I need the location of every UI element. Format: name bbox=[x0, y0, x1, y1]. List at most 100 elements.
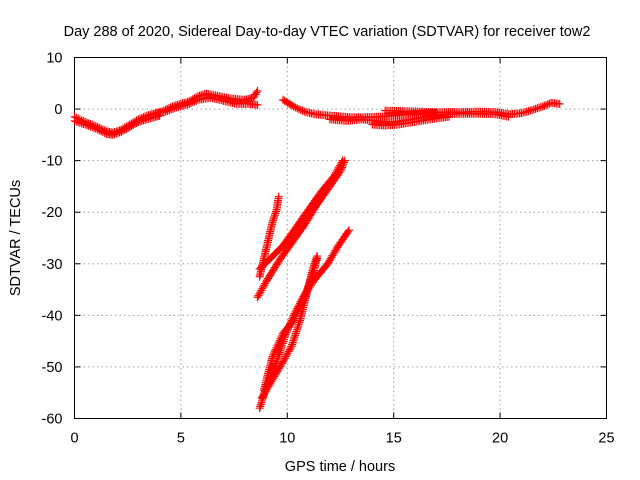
data-point bbox=[296, 105, 305, 114]
data-point bbox=[327, 253, 336, 262]
data-point bbox=[70, 116, 79, 125]
data-point bbox=[270, 349, 279, 358]
data-point bbox=[297, 300, 306, 309]
data-point bbox=[302, 287, 311, 296]
data-point bbox=[291, 312, 300, 321]
data-point bbox=[119, 126, 128, 135]
data-point bbox=[332, 168, 341, 177]
data-point bbox=[132, 118, 141, 127]
data-point bbox=[306, 275, 315, 284]
y-tick-label: 0 bbox=[54, 102, 62, 118]
data-point bbox=[289, 102, 298, 111]
data-point bbox=[190, 97, 199, 106]
data-point bbox=[270, 211, 279, 220]
data-point bbox=[255, 289, 264, 298]
data-point bbox=[283, 349, 292, 358]
data-point bbox=[275, 364, 284, 373]
data-point bbox=[268, 375, 277, 384]
data-point bbox=[120, 125, 129, 134]
data-point bbox=[273, 367, 282, 376]
data-point bbox=[295, 318, 304, 327]
data-point bbox=[269, 216, 278, 225]
data-point bbox=[88, 123, 97, 132]
data-point bbox=[291, 329, 300, 338]
data-point bbox=[296, 302, 305, 311]
x-tick-label: 5 bbox=[177, 431, 185, 447]
y-tick-label: -50 bbox=[42, 360, 63, 376]
x-tick-label: 25 bbox=[598, 431, 614, 447]
data-point bbox=[95, 126, 104, 135]
data-point bbox=[330, 172, 339, 181]
data-point bbox=[286, 344, 295, 353]
data-point bbox=[275, 336, 284, 345]
y-tick-label: -40 bbox=[42, 308, 63, 324]
data-point bbox=[288, 338, 297, 347]
data-point bbox=[282, 350, 291, 359]
data-point bbox=[299, 295, 308, 304]
data-point bbox=[256, 402, 265, 411]
data-point bbox=[122, 124, 131, 133]
data-point bbox=[125, 123, 134, 132]
data-point bbox=[343, 227, 352, 236]
data-point bbox=[297, 298, 306, 307]
x-tick-label: 20 bbox=[492, 431, 508, 447]
data-point bbox=[253, 87, 262, 96]
data-point bbox=[271, 370, 280, 379]
data-point bbox=[288, 101, 297, 110]
data-point bbox=[332, 166, 341, 175]
plot-frame bbox=[74, 57, 607, 419]
data-point bbox=[528, 106, 537, 115]
data-point bbox=[336, 160, 345, 169]
data-point bbox=[113, 129, 122, 138]
data-point bbox=[332, 245, 341, 254]
y-tick-label: -10 bbox=[42, 154, 63, 170]
data-point bbox=[298, 106, 307, 115]
series-track-7 bbox=[368, 112, 454, 130]
series-track-4 bbox=[159, 93, 262, 117]
data-point bbox=[294, 322, 303, 331]
data-point bbox=[303, 284, 312, 293]
data-point bbox=[112, 129, 121, 138]
y-tick-label: -20 bbox=[42, 205, 63, 221]
series-track-13 bbox=[257, 252, 322, 402]
data-point bbox=[295, 105, 304, 114]
data-point bbox=[290, 314, 299, 323]
data-point bbox=[287, 342, 296, 351]
data-point bbox=[167, 105, 176, 114]
data-point bbox=[293, 323, 302, 332]
data-point bbox=[292, 327, 301, 336]
data-point bbox=[272, 207, 281, 216]
data-point bbox=[259, 282, 268, 291]
data-point bbox=[555, 99, 564, 108]
y-tick-label: -30 bbox=[42, 257, 63, 273]
data-point bbox=[281, 352, 290, 361]
data-point bbox=[74, 118, 83, 127]
series-track-11 bbox=[255, 192, 283, 281]
data-point bbox=[335, 161, 344, 170]
x-tick-label: 0 bbox=[70, 431, 78, 447]
series-track-8 bbox=[381, 106, 441, 117]
data-point bbox=[268, 352, 277, 361]
data-point bbox=[328, 251, 337, 260]
data-point bbox=[258, 284, 267, 293]
data-point bbox=[187, 99, 196, 108]
data-point bbox=[257, 393, 266, 402]
data-point bbox=[124, 124, 133, 133]
data-point bbox=[271, 209, 280, 218]
data-point bbox=[269, 350, 278, 359]
data-point bbox=[285, 345, 294, 354]
y-tick-label: -60 bbox=[42, 412, 63, 428]
data-point bbox=[304, 280, 313, 289]
data-point bbox=[256, 400, 265, 409]
data-point bbox=[77, 119, 86, 128]
data-point bbox=[154, 108, 163, 117]
data-point bbox=[338, 156, 347, 165]
data-point bbox=[75, 118, 84, 127]
data-point bbox=[289, 316, 298, 325]
data-point bbox=[291, 331, 300, 340]
data-point bbox=[284, 347, 293, 356]
data-point bbox=[258, 392, 267, 401]
data-point bbox=[108, 130, 117, 139]
y-axis-label: SDTVAR / TECUs bbox=[8, 180, 24, 296]
